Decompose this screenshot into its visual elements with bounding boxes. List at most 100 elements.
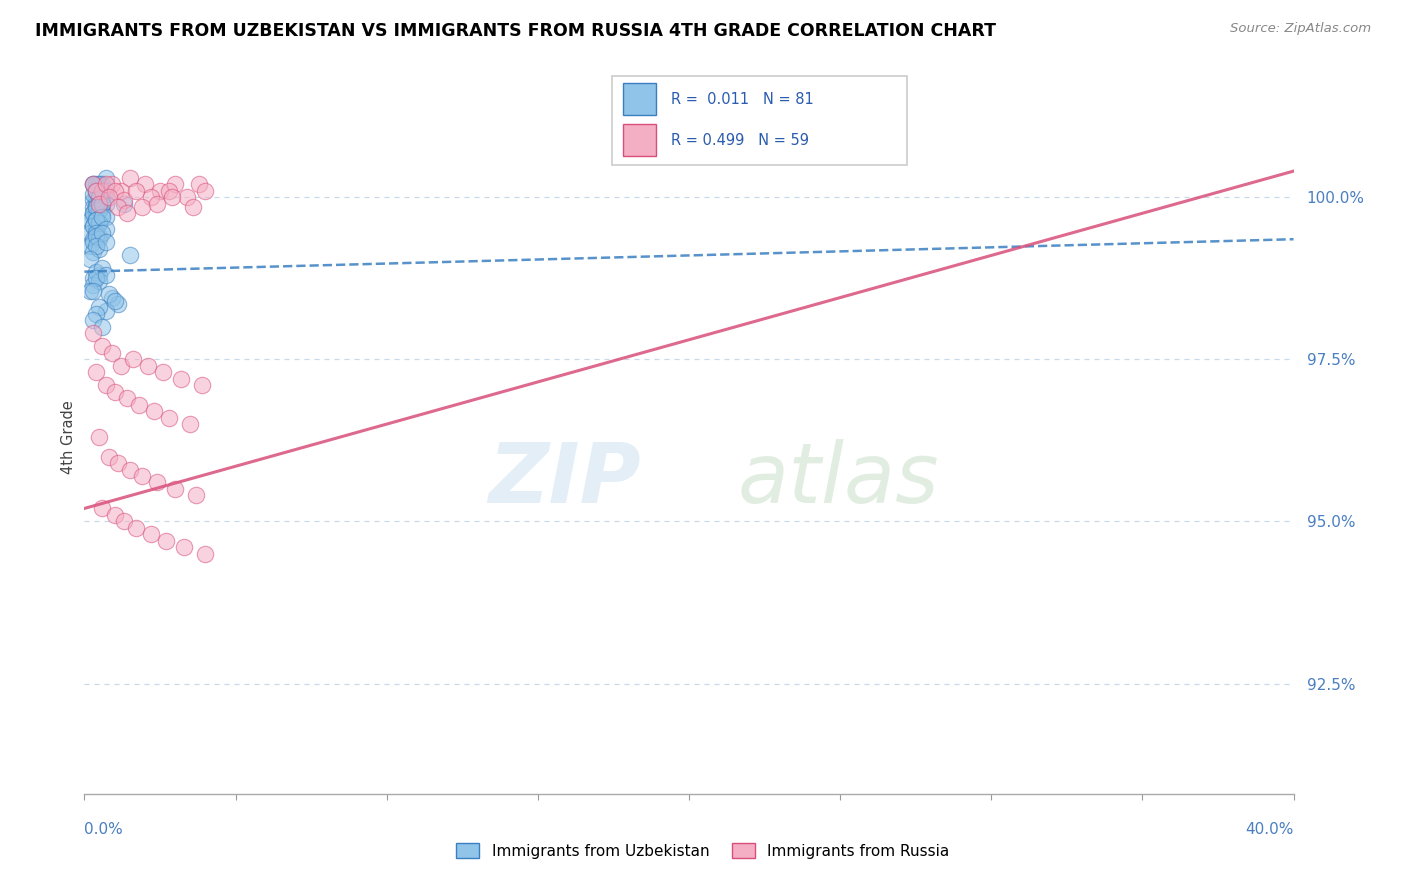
Point <box>94 210 117 224</box>
Point <box>181 200 204 214</box>
Point <box>82 235 104 250</box>
Point <box>115 206 138 220</box>
Point <box>89 184 111 198</box>
Point <box>82 177 104 191</box>
Text: Source: ZipAtlas.com: Source: ZipAtlas.com <box>1230 22 1371 36</box>
Point <box>112 196 135 211</box>
Point <box>82 232 104 246</box>
Point <box>82 313 104 327</box>
Point <box>82 206 104 220</box>
Point <box>94 170 117 185</box>
Point <box>89 242 111 256</box>
Point <box>79 212 101 227</box>
Bar <box>623 83 655 115</box>
Point <box>125 521 148 535</box>
Point <box>112 194 135 208</box>
Point <box>94 177 117 191</box>
Point <box>82 206 104 220</box>
Point <box>86 184 108 198</box>
Point <box>86 265 108 279</box>
Point <box>94 196 117 211</box>
Point <box>146 475 169 490</box>
Point <box>86 210 108 224</box>
Point <box>89 202 111 217</box>
Point <box>163 177 186 191</box>
Point <box>82 200 104 214</box>
Text: atlas: atlas <box>737 440 939 520</box>
Point <box>86 196 108 211</box>
Point <box>115 391 138 405</box>
Point <box>89 229 111 244</box>
Point <box>89 190 111 204</box>
Text: ZIP: ZIP <box>488 440 641 520</box>
Text: IMMIGRANTS FROM UZBEKISTAN VS IMMIGRANTS FROM RUSSIA 4TH GRADE CORRELATION CHART: IMMIGRANTS FROM UZBEKISTAN VS IMMIGRANTS… <box>35 22 995 40</box>
Point <box>110 184 132 198</box>
Point <box>89 268 111 282</box>
Point <box>91 177 114 191</box>
Point <box>107 297 129 311</box>
Point <box>94 190 117 204</box>
Point <box>163 482 186 496</box>
Point <box>89 274 111 288</box>
Point <box>97 190 120 204</box>
Point <box>89 216 111 230</box>
Point <box>86 184 108 198</box>
Point <box>86 190 108 204</box>
Point <box>89 200 111 214</box>
Point <box>91 184 114 198</box>
Point <box>86 212 108 227</box>
Point <box>89 177 111 191</box>
Point <box>121 352 143 367</box>
Point <box>79 238 101 252</box>
Point <box>176 190 198 204</box>
Point <box>125 184 148 198</box>
Point <box>160 190 183 204</box>
Point <box>149 184 172 198</box>
Point <box>82 194 104 208</box>
Text: 40.0%: 40.0% <box>1246 822 1294 837</box>
Point <box>142 404 165 418</box>
Point <box>131 469 153 483</box>
Point <box>170 372 193 386</box>
Point <box>139 527 162 541</box>
Point <box>82 210 104 224</box>
Point <box>91 501 114 516</box>
Point <box>86 184 108 198</box>
Point <box>104 184 127 198</box>
Point <box>107 200 129 214</box>
Point <box>86 200 108 214</box>
Point <box>82 177 104 191</box>
Point <box>188 177 211 191</box>
Point <box>118 462 141 476</box>
Point <box>104 384 127 399</box>
Point <box>152 365 174 379</box>
Point <box>86 271 108 285</box>
Point <box>94 184 117 198</box>
Point <box>82 177 104 191</box>
Point <box>89 216 111 230</box>
Point <box>91 196 114 211</box>
Point <box>191 378 214 392</box>
Point <box>86 307 108 321</box>
Point <box>157 184 180 198</box>
Point <box>112 515 135 529</box>
Point <box>110 359 132 373</box>
Point <box>86 365 108 379</box>
Point <box>194 184 217 198</box>
Point <box>91 339 114 353</box>
Point <box>86 222 108 236</box>
Point <box>82 219 104 234</box>
Point <box>89 232 111 246</box>
Point <box>91 226 114 240</box>
Point <box>173 541 195 555</box>
Point <box>118 170 141 185</box>
Point <box>86 177 108 191</box>
Point <box>155 533 177 548</box>
Point <box>131 200 153 214</box>
Point <box>82 245 104 260</box>
Point <box>89 301 111 315</box>
Point <box>91 210 114 224</box>
Point <box>100 345 122 359</box>
Point <box>82 186 104 201</box>
Point <box>89 430 111 444</box>
